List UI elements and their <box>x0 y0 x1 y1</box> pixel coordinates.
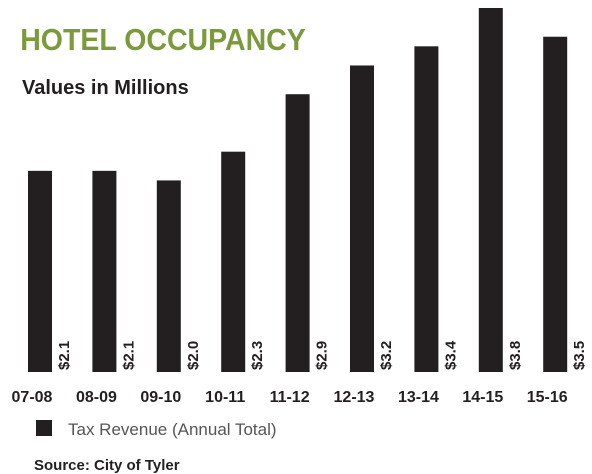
value-label: $2.0 <box>185 341 202 370</box>
value-label: $2.9 <box>314 341 331 370</box>
legend-swatch <box>36 420 52 436</box>
value-label: $3.8 <box>507 341 524 370</box>
bar <box>350 65 374 372</box>
bar <box>543 36 568 372</box>
x-tick-label: 13-14 <box>398 389 439 406</box>
value-label: $2.1 <box>120 341 137 370</box>
bar <box>156 180 181 372</box>
x-tick-label: 07-08 <box>12 389 53 406</box>
source: Source: City of Tyler <box>34 457 180 474</box>
x-tick-label: 11-12 <box>270 389 310 406</box>
bar <box>285 94 310 373</box>
x-tick-label: 15-16 <box>527 389 568 406</box>
value-label: $3.4 <box>442 340 459 370</box>
bar <box>478 8 503 372</box>
bar <box>221 151 246 372</box>
chart-subtitle: Values in Millions <box>22 77 189 99</box>
bar <box>28 170 52 372</box>
x-tick-label: 12-13 <box>334 389 375 406</box>
bar <box>414 46 439 372</box>
value-label: $2.3 <box>249 341 266 370</box>
value-label: $3.5 <box>571 341 588 370</box>
bar <box>92 170 117 372</box>
x-tick-label: 14-15 <box>462 389 503 406</box>
legend-label: Tax Revenue (Annual Total) <box>68 420 277 439</box>
chart-title: HOTEL OCCUPANCY <box>20 23 306 57</box>
x-tick-label: 10-11 <box>205 389 245 406</box>
value-label: $3.2 <box>378 341 395 370</box>
x-tick-label: 08-09 <box>76 389 117 406</box>
value-label: $2.1 <box>56 341 73 370</box>
x-tick-label: 09-10 <box>140 389 181 406</box>
